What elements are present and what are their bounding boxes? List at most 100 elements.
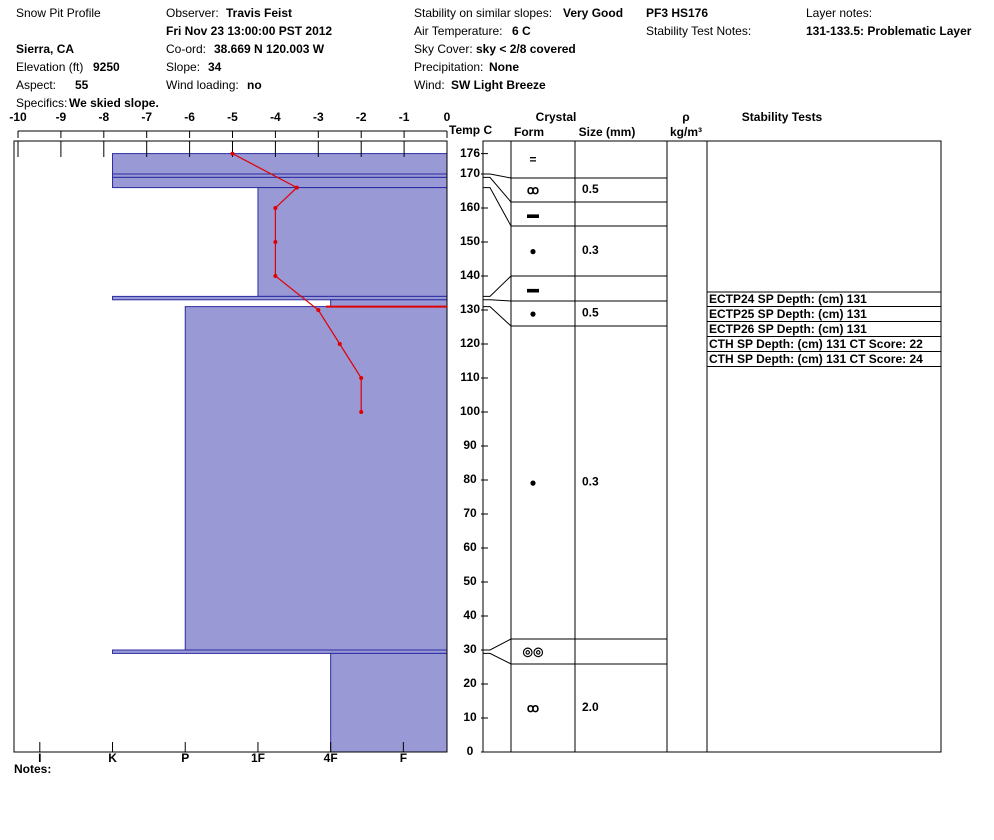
x-tick-label: -8 xyxy=(98,110,109,124)
layer-connector xyxy=(483,306,512,327)
layer-bar xyxy=(330,299,448,308)
table-frame xyxy=(482,140,942,753)
stability-test: ECTP25 SP Depth: (cm) 131 xyxy=(709,307,867,321)
header-field: 38.669 N 120.003 W xyxy=(214,42,325,56)
grain-form: ● xyxy=(529,476,536,490)
layer-connector xyxy=(483,176,512,203)
layer-bar xyxy=(112,649,448,654)
header-field: Aspect: xyxy=(16,78,56,92)
header-field: Co-ord: xyxy=(166,42,206,56)
header-field: 9250 xyxy=(93,60,120,74)
header-field: 6 C xyxy=(512,24,531,38)
hardness-tick-label: K xyxy=(108,751,117,765)
layer-bar xyxy=(330,652,448,753)
header-field: Slope: xyxy=(166,60,200,74)
temperature-point xyxy=(316,308,321,312)
stability-test: ECTP24 SP Depth: (cm) 131 xyxy=(709,292,867,306)
x-tick-label: -5 xyxy=(227,110,238,124)
y-tick-label: 40 xyxy=(463,608,477,622)
temperature-point xyxy=(273,206,278,210)
grain-size: 2.0 xyxy=(582,700,599,714)
y-tick-label: 130 xyxy=(460,302,480,316)
y-tick-label: 80 xyxy=(463,472,477,486)
header-field: SW Light Breeze xyxy=(451,78,546,92)
y-tick-label: 70 xyxy=(463,506,477,520)
chart-frame xyxy=(13,140,448,753)
layer-bar xyxy=(257,187,448,297)
header-field: 34 xyxy=(208,60,222,74)
x-tick-label: -2 xyxy=(356,110,367,124)
header-field: Fri Nov 23 13:00:00 PST 2012 xyxy=(166,24,332,38)
header-field: Snow Pit Profile xyxy=(16,6,101,20)
header-field: Specifics: xyxy=(16,96,67,110)
header-field: PF3 HS176 xyxy=(646,6,708,20)
y-tick-label: 120 xyxy=(460,336,480,350)
header-field: None xyxy=(489,60,519,74)
grain-form: ꝏ xyxy=(527,701,539,715)
column-header: ρ xyxy=(682,110,689,124)
temperature-point xyxy=(337,342,342,346)
x-tick-label: -7 xyxy=(141,110,152,124)
header-field: Sierra, CA xyxy=(16,42,74,56)
header-field: Stability Test Notes: xyxy=(646,24,751,38)
temperature-point xyxy=(294,185,299,190)
column-header: Crystal xyxy=(536,110,577,124)
x-tick-label: -1 xyxy=(399,110,410,124)
column-header: Stability Tests xyxy=(742,110,823,124)
grain-form: ꝏ xyxy=(527,183,539,197)
stability-test: ECTP26 SP Depth: (cm) 131 xyxy=(709,322,867,336)
layer-connector xyxy=(483,275,512,297)
layer-connector xyxy=(483,299,512,302)
header-field: Wind: xyxy=(414,78,445,92)
layer-bar xyxy=(184,306,448,651)
column-header: Size (mm) xyxy=(579,125,636,139)
notes-label: Notes: xyxy=(14,762,51,776)
header-field: sky < 2/8 covered xyxy=(476,42,576,56)
grain-size: 0.5 xyxy=(582,182,599,196)
header-field: We skied slope. xyxy=(69,96,159,110)
y-tick-label: 170 xyxy=(460,166,480,180)
header-field: Wind loading: xyxy=(166,78,239,92)
hardness-tick-label: 1F xyxy=(251,751,265,765)
header-field: Elevation (ft) xyxy=(16,60,83,74)
layer-bar xyxy=(112,173,448,178)
header-field: Precipitation: xyxy=(414,60,483,74)
y-tick-label: 10 xyxy=(463,710,477,724)
y-tick-label: 20 xyxy=(463,676,477,690)
temperature-point xyxy=(273,274,278,278)
layer-bar xyxy=(112,295,448,301)
layer-connector xyxy=(483,652,512,665)
header-field: Air Temperature: xyxy=(414,24,502,38)
layer-bar xyxy=(112,153,448,175)
x-tick-label: 0 xyxy=(444,110,451,124)
grain-form: ▬ xyxy=(527,207,539,221)
column-header: Form xyxy=(514,125,544,139)
grain-form: ◎◎ xyxy=(523,645,544,659)
y-tick-label: 160 xyxy=(460,200,480,214)
x-tick-label: -6 xyxy=(184,110,195,124)
header-field: Travis Feist xyxy=(226,6,292,20)
y-tick-label: 176 xyxy=(460,146,480,160)
y-tick-label: 60 xyxy=(463,540,477,554)
layer-connector xyxy=(483,638,512,651)
x-tick-label: -3 xyxy=(313,110,324,124)
header-field: Observer: xyxy=(166,6,219,20)
grain-form: ● xyxy=(529,307,536,321)
grain-size: 0.3 xyxy=(582,475,599,489)
y-tick-label: 50 xyxy=(463,574,477,588)
temperature-point xyxy=(230,151,235,156)
stability-test: CTH SP Depth: (cm) 131 CT Score: 24 xyxy=(709,352,923,366)
hardness-tick-label: I xyxy=(38,751,41,765)
x-tick-label: -4 xyxy=(270,110,281,124)
x-tick-label: -9 xyxy=(56,110,67,124)
hardness-tick-label: F xyxy=(400,751,407,765)
grain-form: ● xyxy=(529,244,536,258)
header-field: Very Good xyxy=(563,6,623,20)
header-field: Sky Cover: xyxy=(414,42,473,56)
header-field: 131-133.5: Problematic Layer xyxy=(806,24,972,38)
column-header: kg/m³ xyxy=(670,125,702,139)
hardness-tick-label: 4F xyxy=(324,751,338,765)
grain-size: 0.5 xyxy=(582,306,599,320)
y-tick-label: 100 xyxy=(460,404,480,418)
